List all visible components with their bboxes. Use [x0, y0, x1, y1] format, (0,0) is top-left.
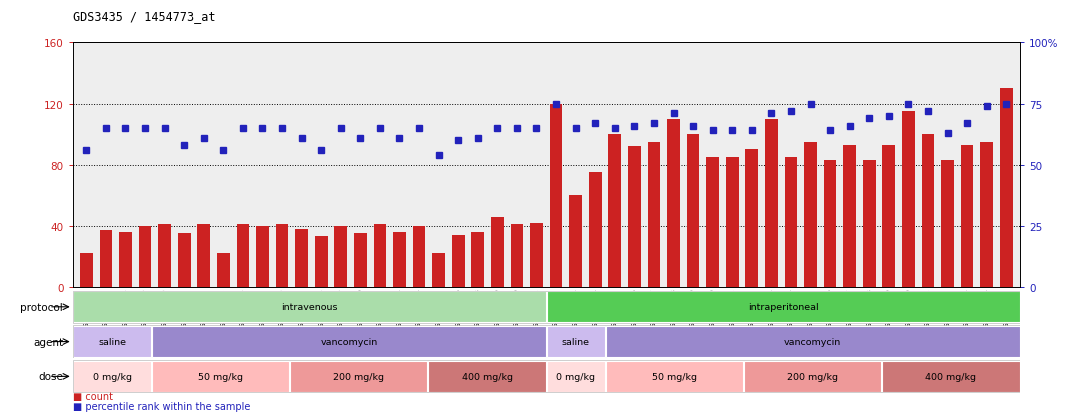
- Bar: [530, 223, 543, 287]
- Text: saline: saline: [562, 337, 590, 346]
- Bar: [844, 145, 857, 287]
- Bar: [588, 173, 601, 287]
- Bar: [99, 231, 112, 287]
- Bar: [290, 361, 427, 392]
- Bar: [569, 196, 582, 287]
- Text: 400 mg/kg: 400 mg/kg: [925, 372, 976, 381]
- Text: ■ percentile rank within the sample: ■ percentile rank within the sample: [73, 401, 250, 411]
- Bar: [73, 361, 152, 392]
- Bar: [882, 145, 895, 287]
- Bar: [152, 326, 546, 357]
- Bar: [941, 161, 954, 287]
- Bar: [547, 292, 1020, 323]
- Bar: [726, 158, 739, 287]
- Bar: [256, 226, 269, 287]
- Bar: [706, 158, 719, 287]
- Bar: [158, 225, 171, 287]
- Bar: [744, 361, 881, 392]
- Text: protocol: protocol: [20, 302, 63, 312]
- Text: 200 mg/kg: 200 mg/kg: [333, 372, 384, 381]
- Bar: [902, 112, 914, 287]
- Bar: [236, 225, 249, 287]
- Bar: [152, 361, 289, 392]
- Bar: [334, 226, 347, 287]
- Bar: [139, 226, 152, 287]
- Bar: [354, 234, 366, 287]
- Text: GDS3435 / 1454773_at: GDS3435 / 1454773_at: [73, 10, 215, 23]
- Bar: [609, 135, 622, 287]
- Bar: [295, 229, 308, 287]
- Bar: [73, 326, 152, 357]
- Bar: [452, 235, 465, 287]
- Text: saline: saline: [98, 337, 126, 346]
- Bar: [393, 232, 406, 287]
- Bar: [785, 158, 798, 287]
- Bar: [1000, 89, 1012, 287]
- Bar: [547, 326, 606, 357]
- Bar: [471, 232, 484, 287]
- Bar: [882, 361, 1020, 392]
- Bar: [178, 234, 190, 287]
- Bar: [80, 254, 93, 287]
- Bar: [315, 237, 328, 287]
- Bar: [745, 150, 758, 287]
- Bar: [547, 361, 606, 392]
- Text: agent: agent: [33, 337, 63, 347]
- Bar: [198, 225, 210, 287]
- Bar: [120, 232, 131, 287]
- Text: dose: dose: [38, 371, 63, 382]
- Text: 400 mg/kg: 400 mg/kg: [461, 372, 513, 381]
- Bar: [647, 142, 660, 287]
- Bar: [606, 326, 1020, 357]
- Bar: [961, 145, 973, 287]
- Text: 0 mg/kg: 0 mg/kg: [93, 372, 131, 381]
- Text: vancomycin: vancomycin: [320, 337, 378, 346]
- Text: intravenous: intravenous: [281, 303, 337, 311]
- Bar: [765, 119, 778, 287]
- Text: intraperitoneal: intraperitoneal: [748, 303, 818, 311]
- Bar: [980, 142, 993, 287]
- Bar: [863, 161, 876, 287]
- Text: 0 mg/kg: 0 mg/kg: [556, 372, 595, 381]
- Bar: [606, 361, 743, 392]
- Bar: [550, 104, 563, 287]
- Bar: [628, 147, 641, 287]
- Bar: [668, 119, 680, 287]
- Text: 200 mg/kg: 200 mg/kg: [787, 372, 838, 381]
- Text: ■ count: ■ count: [73, 392, 112, 401]
- Bar: [823, 161, 836, 287]
- Bar: [687, 135, 700, 287]
- Bar: [73, 292, 546, 323]
- Text: vancomycin: vancomycin: [784, 337, 842, 346]
- Bar: [433, 254, 445, 287]
- Bar: [511, 225, 523, 287]
- Text: 50 mg/kg: 50 mg/kg: [653, 372, 697, 381]
- Bar: [217, 254, 230, 287]
- Bar: [428, 361, 546, 392]
- Bar: [491, 217, 504, 287]
- Bar: [804, 142, 817, 287]
- Text: 50 mg/kg: 50 mg/kg: [199, 372, 244, 381]
- Bar: [276, 225, 288, 287]
- Bar: [374, 225, 387, 287]
- Bar: [412, 226, 425, 287]
- Bar: [922, 135, 934, 287]
